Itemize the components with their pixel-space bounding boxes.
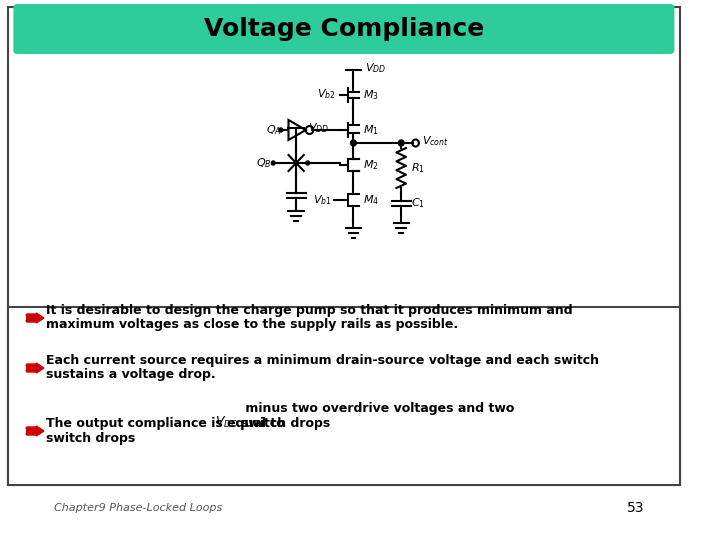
Text: $C_1$: $C_1$: [411, 196, 425, 210]
Circle shape: [271, 161, 275, 165]
Text: minus two overdrive voltages and two
switch drops: minus two overdrive voltages and two swi…: [241, 402, 515, 430]
Text: $M_1$: $M_1$: [363, 123, 379, 137]
Text: 53: 53: [626, 501, 644, 515]
FancyArrow shape: [27, 313, 44, 323]
Text: Each current source requires a minimum drain-source voltage and each switch: Each current source requires a minimum d…: [46, 354, 599, 367]
Text: $V_{DD}$: $V_{DD}$: [307, 121, 329, 135]
FancyArrow shape: [27, 426, 44, 436]
Text: $V_{b1}$: $V_{b1}$: [313, 193, 332, 207]
Circle shape: [294, 161, 298, 165]
Circle shape: [351, 140, 356, 146]
Circle shape: [279, 128, 283, 132]
Circle shape: [398, 140, 404, 146]
Text: $M_3$: $M_3$: [363, 88, 379, 102]
Text: $Q_A$: $Q_A$: [266, 123, 281, 137]
Text: The output compliance is equal to: The output compliance is equal to: [46, 417, 289, 430]
Bar: [8, 307, 680, 485]
Text: It is desirable to design the charge pump so that it produces minimum and: It is desirable to design the charge pum…: [46, 304, 572, 317]
Text: $Q_B$: $Q_B$: [256, 156, 271, 170]
Text: switch drops: switch drops: [46, 432, 135, 445]
FancyArrow shape: [27, 363, 44, 373]
Bar: [8, 7, 680, 485]
Text: Voltage Compliance: Voltage Compliance: [204, 17, 484, 41]
Text: $V_{DD}$: $V_{DD}$: [215, 415, 238, 430]
Text: maximum voltages as close to the supply rails as possible.: maximum voltages as close to the supply …: [46, 318, 458, 331]
Text: $M_2$: $M_2$: [363, 158, 379, 172]
Text: $V_{cont}$: $V_{cont}$: [422, 134, 449, 148]
Text: $V_{b2}$: $V_{b2}$: [317, 87, 336, 101]
Text: Chapter9 Phase-Locked Loops: Chapter9 Phase-Locked Loops: [55, 503, 222, 513]
Text: sustains a voltage drop.: sustains a voltage drop.: [46, 368, 215, 381]
Text: $M_4$: $M_4$: [363, 193, 379, 207]
FancyBboxPatch shape: [14, 4, 675, 54]
Text: $V_{DD}$: $V_{DD}$: [365, 61, 386, 75]
Circle shape: [306, 161, 310, 165]
Text: $R_1$: $R_1$: [411, 161, 425, 175]
